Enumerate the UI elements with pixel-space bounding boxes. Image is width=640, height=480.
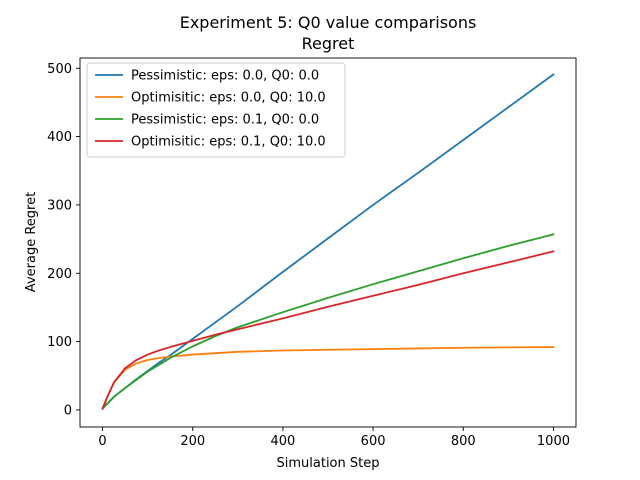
legend-label-4: Optimisitic: eps: 0.1, Q0: 10.0	[131, 135, 326, 150]
legend-box	[86, 62, 346, 158]
y-tick-label: 200	[47, 267, 72, 282]
x-tick-label: 0	[98, 434, 106, 449]
series-line-4	[101, 250, 555, 410]
y-tick-label: 400	[47, 130, 72, 145]
series-line-3	[101, 233, 555, 410]
x-tick-label: 600	[361, 434, 386, 449]
y-tick-label: 500	[47, 62, 72, 77]
legend: Pessimistic: eps: 0.0, Q0: 0.0 Optimisiti…	[86, 62, 346, 158]
axes-frame	[79, 57, 577, 428]
legend-label-2: Optimisitic: eps: 0.0, Q0: 10.0	[131, 91, 326, 106]
y-tick-label: 0	[64, 403, 72, 418]
chart-title: Experiment 5: Q0 value comparisons	[180, 13, 477, 32]
series-layer	[101, 73, 555, 410]
y-tick-label: 300	[47, 198, 72, 213]
y-tick-label: 100	[47, 335, 72, 350]
legend-label-1: Pessimistic: eps: 0.0, Q0: 0.0	[131, 69, 319, 84]
axes-layer: 0 200 400 600 800 1000 0 100 200 300 400 500	[47, 57, 577, 449]
x-tick-label: 1000	[537, 434, 570, 449]
x-tick-label: 800	[451, 434, 476, 449]
x-tick-label: 400	[270, 434, 295, 449]
x-axis-label: Simulation Step	[277, 456, 380, 471]
chart-subtitle: Regret	[302, 34, 355, 53]
legend-label-3: Pessimistic: eps: 0.1, Q0: 0.0	[131, 113, 319, 128]
y-axis-label: Average Regret	[24, 192, 39, 292]
x-tick-label: 200	[180, 434, 205, 449]
